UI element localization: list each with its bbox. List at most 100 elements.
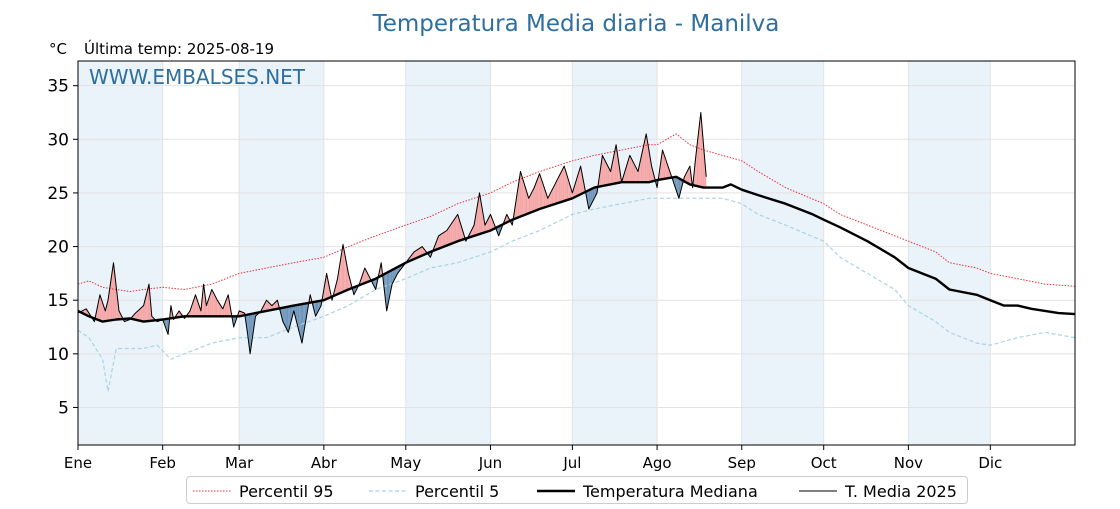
fill-above-median bbox=[536, 177, 539, 211]
fill-above-median bbox=[542, 181, 544, 209]
fill-above-median bbox=[442, 232, 445, 248]
fill-above-median bbox=[635, 166, 637, 183]
legend: Percentil 95 Percentil 5 Temperatura Media… bbox=[186, 476, 968, 504]
fill-above-median bbox=[629, 155, 632, 183]
fill-above-median bbox=[99, 294, 102, 322]
fill-above-median bbox=[342, 244, 345, 292]
fill-above-median bbox=[687, 168, 689, 184]
fill-above-median bbox=[478, 192, 480, 235]
fill-above-median bbox=[628, 155, 630, 183]
fill-above-median bbox=[194, 294, 196, 317]
fill-above-median bbox=[210, 289, 212, 317]
fill-above-median bbox=[506, 214, 509, 223]
fill-above-median bbox=[553, 184, 555, 205]
fill-above-median bbox=[700, 112, 703, 188]
fill-above-median bbox=[266, 300, 268, 311]
fill-above-median bbox=[640, 152, 643, 183]
fill-above-median bbox=[276, 300, 278, 310]
fill-below-median bbox=[680, 179, 682, 193]
fill-above-median bbox=[136, 310, 139, 321]
x-tick-label: Ago bbox=[643, 454, 672, 472]
fill-above-median bbox=[142, 305, 144, 322]
fill-above-median bbox=[490, 214, 492, 231]
series-line-p5 bbox=[77, 197, 1076, 392]
fill-above-median bbox=[703, 144, 705, 188]
fill-below-median bbox=[498, 225, 501, 236]
fill-below-median bbox=[677, 177, 679, 199]
fill-above-median bbox=[551, 187, 554, 205]
fill-above-median bbox=[274, 301, 277, 310]
fill-above-median bbox=[457, 214, 460, 242]
fill-above-median bbox=[581, 173, 584, 194]
month-band bbox=[741, 61, 824, 445]
fill-above-median bbox=[461, 227, 464, 240]
fill-above-median bbox=[487, 217, 490, 232]
fill-below-median bbox=[388, 271, 390, 305]
fill-above-median bbox=[177, 310, 180, 318]
fill-above-median bbox=[614, 144, 617, 184]
y-tick-label: 20 bbox=[47, 238, 69, 258]
fill-above-median bbox=[435, 239, 438, 250]
fill-below-median bbox=[286, 306, 289, 333]
x-tick-label: Nov bbox=[894, 454, 923, 472]
month-bands bbox=[78, 61, 991, 445]
x-axis-ticks: Ene Feb Mar Abr May Jun Jul Ago Sep Oct Nov Dic bbox=[64, 445, 1002, 472]
fill-above-median bbox=[651, 166, 653, 182]
fill-above-median bbox=[139, 308, 141, 322]
fill-above-median bbox=[416, 249, 419, 258]
fill-above-median bbox=[561, 168, 563, 202]
fill-above-median bbox=[688, 166, 690, 185]
fill-above-median bbox=[336, 278, 338, 295]
series-lines bbox=[77, 112, 1076, 392]
fill-above-median bbox=[603, 158, 606, 186]
month-band bbox=[908, 61, 991, 445]
legend-label-p5: Percentil 5 bbox=[415, 482, 499, 501]
fill-above-median bbox=[520, 171, 522, 217]
fill-above-median bbox=[422, 246, 424, 256]
fill-above-median bbox=[543, 185, 546, 208]
fill-above-median bbox=[524, 184, 526, 215]
fill-above-median bbox=[538, 173, 540, 210]
fill-above-median bbox=[269, 302, 271, 311]
y-tick-label: 15 bbox=[47, 291, 69, 311]
fill-above-median bbox=[135, 311, 137, 321]
month-band bbox=[239, 61, 324, 445]
fill-above-median bbox=[558, 174, 561, 203]
fill-above-median bbox=[146, 289, 148, 322]
fill-above-median bbox=[609, 168, 611, 185]
fill-above-median bbox=[565, 170, 567, 201]
fill-above-median bbox=[110, 272, 113, 321]
fill-above-median bbox=[560, 171, 562, 203]
fill-below-median bbox=[386, 272, 389, 311]
fill-below-median bbox=[393, 268, 395, 282]
x-tick-label: Oct bbox=[811, 454, 837, 472]
fill-above-median bbox=[102, 302, 104, 322]
fill-above-median bbox=[188, 310, 190, 317]
y-axis-ticks: 5 10 15 20 25 30 35 bbox=[47, 77, 78, 418]
fill-above-median bbox=[213, 292, 215, 317]
fill-above-median bbox=[439, 234, 442, 249]
fill-above-median bbox=[415, 250, 417, 259]
fill-above-median bbox=[610, 164, 613, 185]
fill-above-median bbox=[482, 209, 484, 234]
fill-above-median bbox=[218, 302, 221, 317]
fill-above-median bbox=[140, 306, 143, 322]
fill-above-median bbox=[698, 124, 700, 187]
fill-above-median bbox=[579, 166, 581, 195]
fill-below-median bbox=[233, 316, 236, 328]
legend-label-median: Temperatura Mediana bbox=[582, 482, 758, 501]
fill-above-median bbox=[519, 171, 521, 218]
fill-below-median bbox=[300, 304, 302, 344]
x-tick-label: Mar bbox=[225, 454, 254, 472]
fill-above-median bbox=[556, 179, 558, 204]
fill-below-median bbox=[392, 269, 394, 285]
fill-above-median bbox=[646, 133, 648, 183]
fill-above-median bbox=[441, 233, 443, 248]
fill-above-median bbox=[147, 284, 150, 322]
fill-above-median bbox=[220, 304, 222, 317]
fill-below-median bbox=[315, 301, 318, 317]
fill-above-median bbox=[564, 166, 566, 201]
fill-above-median bbox=[633, 163, 636, 183]
fill-below-median bbox=[319, 300, 322, 309]
